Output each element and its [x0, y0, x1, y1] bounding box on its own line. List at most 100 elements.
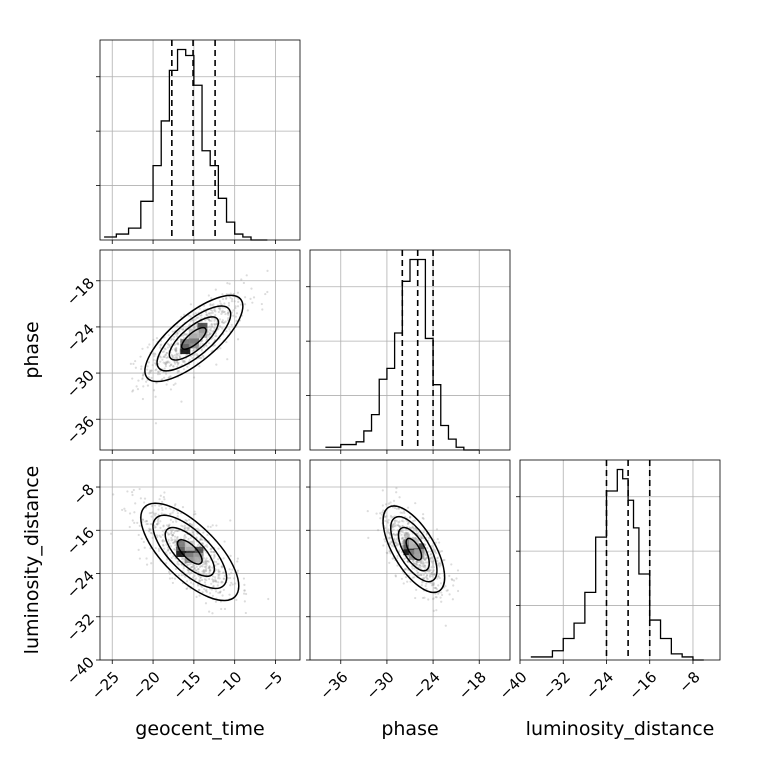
scatter-point — [174, 333, 177, 336]
scatter-point — [392, 533, 395, 536]
scatter-point — [164, 562, 168, 565]
scatter-point — [211, 594, 215, 597]
scatter-point — [189, 536, 192, 539]
scatter-point — [227, 301, 230, 305]
scatter-point — [174, 567, 178, 571]
scatter-point — [204, 560, 207, 563]
scatter-point — [236, 569, 240, 572]
scatter-point — [162, 544, 165, 547]
scatter-point — [425, 577, 429, 580]
scatter-point — [192, 313, 195, 316]
scatter-point — [419, 565, 422, 568]
scatter-point — [174, 348, 178, 352]
x-tick-label-geocent_time: −20 — [129, 668, 164, 703]
scatter-point — [198, 345, 201, 348]
scatter-point — [215, 580, 218, 583]
scatter-point — [205, 338, 209, 341]
scatter-point — [185, 354, 188, 357]
scatter-point — [169, 528, 173, 532]
scatter-point — [172, 555, 175, 558]
scatter-point — [216, 584, 219, 587]
scatter-point — [165, 361, 168, 364]
scatter-point — [157, 547, 160, 551]
scatter-point — [176, 331, 179, 334]
scatter-point — [230, 581, 233, 584]
scatter-point — [138, 524, 141, 527]
scatter-point — [183, 527, 186, 531]
scatter-point — [208, 319, 212, 322]
scatter-point — [176, 360, 179, 363]
scatter-point — [193, 326, 196, 329]
scatter-point — [183, 313, 186, 316]
scatter-point — [187, 527, 190, 530]
scatter-point — [194, 512, 197, 516]
scatter-point — [199, 539, 202, 542]
scatter-point — [415, 528, 418, 532]
scatter-point — [408, 533, 411, 536]
scatter-point — [429, 556, 433, 560]
scatter-point — [401, 544, 404, 547]
scatter-point — [164, 507, 168, 510]
scatter-point — [421, 516, 424, 520]
x-axis-title-luminosity_distance: luminosity_distance — [526, 718, 715, 740]
scatter-point — [183, 332, 186, 335]
scatter-point — [204, 589, 207, 592]
scatter-point — [199, 576, 202, 579]
scatter-point — [421, 581, 424, 584]
scatter-point — [403, 534, 406, 537]
scatter-point — [434, 586, 437, 590]
scatter-point — [157, 549, 161, 553]
scatter-point — [193, 574, 196, 577]
scatter-point — [214, 580, 217, 583]
scatter-point — [140, 537, 143, 540]
scatter-point — [200, 578, 204, 582]
scatter-point — [246, 309, 249, 312]
scatter-point — [167, 570, 171, 574]
scatter-point — [217, 562, 220, 565]
scatter-point — [434, 552, 438, 555]
contour-line — [164, 526, 216, 577]
scatter-point — [198, 588, 201, 592]
scatter-point — [174, 348, 177, 352]
scatter-point — [138, 557, 141, 560]
scatter-point — [123, 507, 126, 510]
scatter-point — [430, 566, 433, 569]
scatter-point — [390, 544, 394, 547]
scatter-point — [203, 587, 206, 591]
scatter-point — [166, 356, 169, 359]
scatter-point — [231, 583, 234, 586]
scatter-point — [208, 567, 211, 570]
scatter-point — [440, 593, 444, 597]
scatter-point — [389, 552, 392, 555]
scatter-point — [432, 569, 435, 572]
scatter-point — [422, 531, 425, 534]
scatter-point — [229, 554, 232, 557]
scatter-point — [199, 537, 202, 541]
scatter-point — [182, 557, 185, 560]
y-tick-label-luminosity_distance: −24 — [63, 567, 98, 602]
scatter-point — [150, 511, 153, 515]
scatter-point — [207, 318, 210, 321]
scatter-point — [167, 334, 170, 337]
scatter-point — [154, 362, 157, 365]
scatter-point — [430, 560, 433, 563]
scatter-point — [197, 316, 200, 319]
scatter-point — [381, 489, 384, 492]
scatter-point — [175, 360, 179, 364]
scatter-point — [432, 609, 435, 612]
scatter-point — [180, 315, 183, 319]
scatter-point — [223, 607, 227, 611]
scatter-point — [411, 525, 414, 528]
scatter-point — [213, 344, 216, 347]
scatter-point — [158, 534, 161, 537]
contour-line — [140, 502, 240, 602]
scatter-point — [167, 524, 170, 528]
scatter-point — [154, 422, 158, 425]
scatter-point — [176, 332, 179, 335]
scatter-point — [169, 512, 172, 515]
scatter-point — [154, 512, 158, 515]
scatter-point — [200, 538, 203, 541]
contour-line — [405, 537, 423, 561]
scatter-point — [244, 296, 247, 299]
scatter-point — [420, 536, 423, 539]
